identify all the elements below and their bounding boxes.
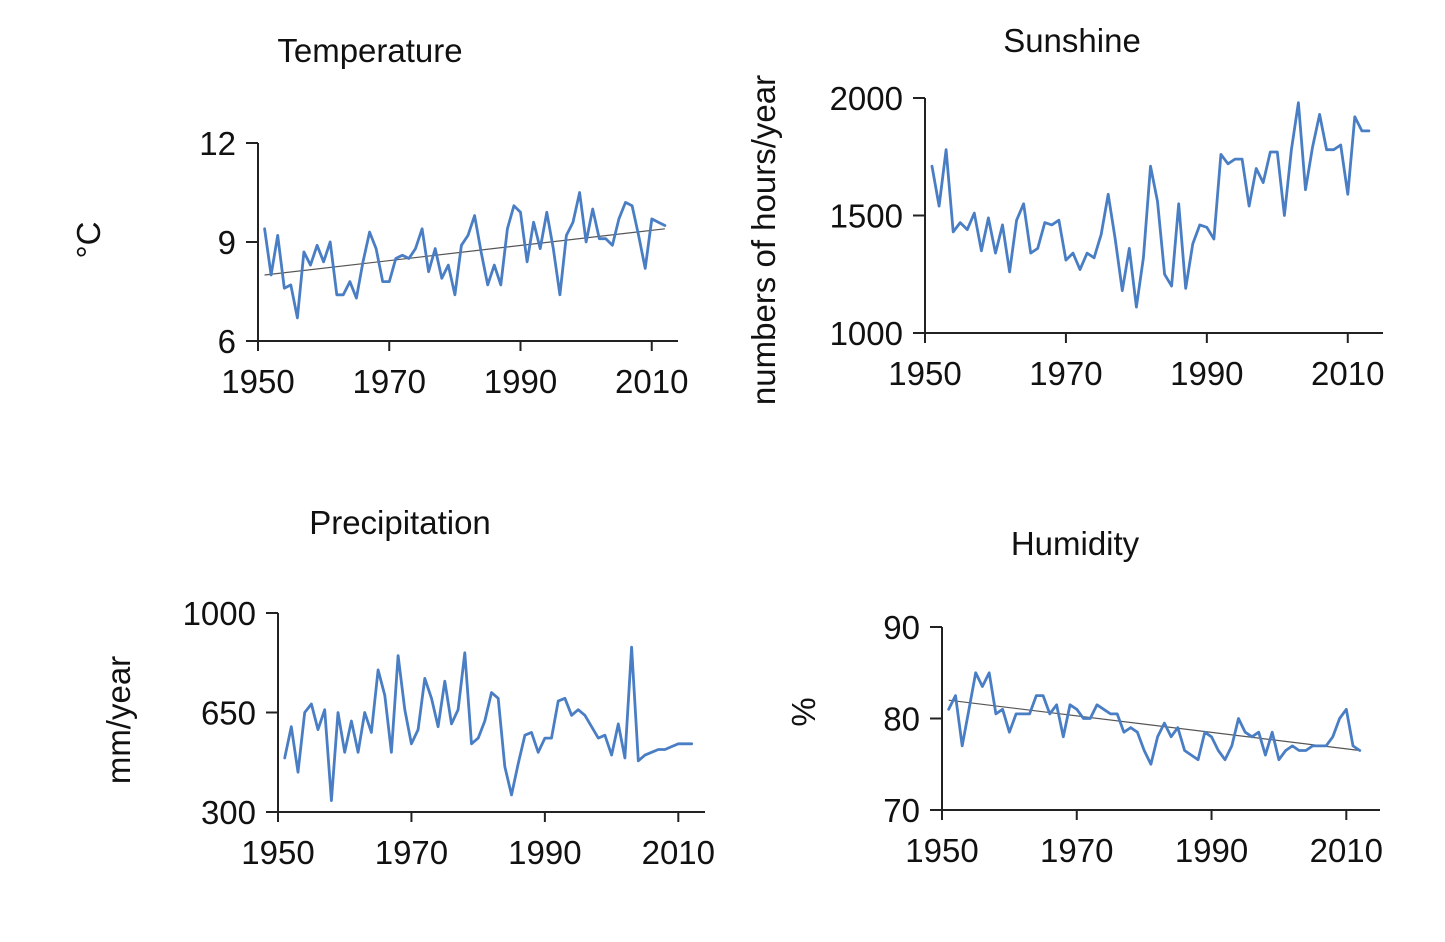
temperature-y-axis-label: °C [70, 221, 107, 258]
precipitation-y-tick-label: 300 [201, 794, 256, 831]
humidity-title: Humidity [1011, 525, 1140, 562]
temperature-series-line [263, 191, 667, 320]
humidity-y-axis-label: % [785, 697, 822, 726]
humidity-x-tick-label: 1990 [1175, 832, 1248, 869]
humidity-chart: Humidity% 70 80 90 1950 1970 1990 2010 [720, 470, 1445, 942]
precipitation-title: Precipitation [309, 504, 491, 541]
temperature-x-tick-label: 1950 [221, 363, 294, 400]
precipitation-y-tick-label: 650 [201, 695, 256, 732]
temperature-title: Temperature [277, 32, 462, 69]
sunshine-x-tick-label: 2010 [1311, 355, 1384, 392]
humidity-y-tick-label: 80 [883, 701, 920, 738]
precipitation-x-tick-label: 1950 [241, 834, 314, 871]
precipitation-y-tick-label: 1000 [183, 595, 256, 632]
precipitation-chart-svg: Precipitation mm/year 300 650 1000 1950 1970 19… [100, 504, 715, 871]
sunshine-y-tick-label: 1500 [830, 198, 903, 235]
sunshine-x-tick-label: 1950 [888, 355, 961, 392]
precipitation-series-line [283, 645, 694, 803]
precipitation-x-tick-label: 2010 [642, 834, 715, 871]
sunshine-series-line [930, 101, 1371, 309]
sunshine-chart-svg: Sunshine numbers of hours/year 1000 1500 200… [745, 22, 1384, 405]
humidity-x-tick-label: 1950 [905, 832, 978, 869]
precipitation-x-tick-label: 1990 [508, 834, 581, 871]
sunshine-title: Sunshine [1003, 22, 1141, 59]
sunshine-chart: Sunshine numbers of hours/year 1000 1500 200… [720, 0, 1445, 470]
humidity-x-tick-label: 1970 [1040, 832, 1113, 869]
temperature-x-tick-label: 1970 [353, 363, 426, 400]
humidity-y-tick-label: 90 [883, 609, 920, 646]
humidity-chart-svg: Humidity% 70 80 90 1950 1970 1990 2010 [785, 525, 1383, 869]
precipitation-chart: Precipitation mm/year 300 650 1000 1950 1970 19… [0, 470, 720, 942]
temperature-trendline [264, 228, 665, 276]
temperature-y-tick-label: 9 [218, 224, 236, 261]
temperature-chart: Temperature °C 6 9 12 1950 1970 1990 2010 [0, 0, 720, 470]
humidity-y-tick-label: 70 [883, 792, 920, 829]
humidity-x-tick-label: 2010 [1310, 832, 1383, 869]
sunshine-y-tick-label: 1000 [830, 315, 903, 352]
sunshine-x-tick-label: 1970 [1029, 355, 1102, 392]
temperature-x-tick-label: 2010 [615, 363, 688, 400]
temperature-x-tick-label: 1990 [484, 363, 557, 400]
temperature-chart-svg: Temperature °C 6 9 12 1950 1970 1990 2010 [70, 32, 688, 400]
sunshine-x-tick-label: 1990 [1170, 355, 1243, 392]
sunshine-y-axis-label: numbers of hours/year [745, 75, 782, 405]
sunshine-y-tick-label: 2000 [830, 80, 903, 117]
precipitation-y-axis-label: mm/year [100, 656, 137, 784]
temperature-y-tick-label: 6 [218, 323, 236, 360]
precipitation-x-tick-label: 1970 [375, 834, 448, 871]
humidity-series-line [947, 671, 1362, 766]
temperature-y-tick-label: 12 [199, 125, 236, 162]
humidity-trendline [948, 699, 1360, 752]
